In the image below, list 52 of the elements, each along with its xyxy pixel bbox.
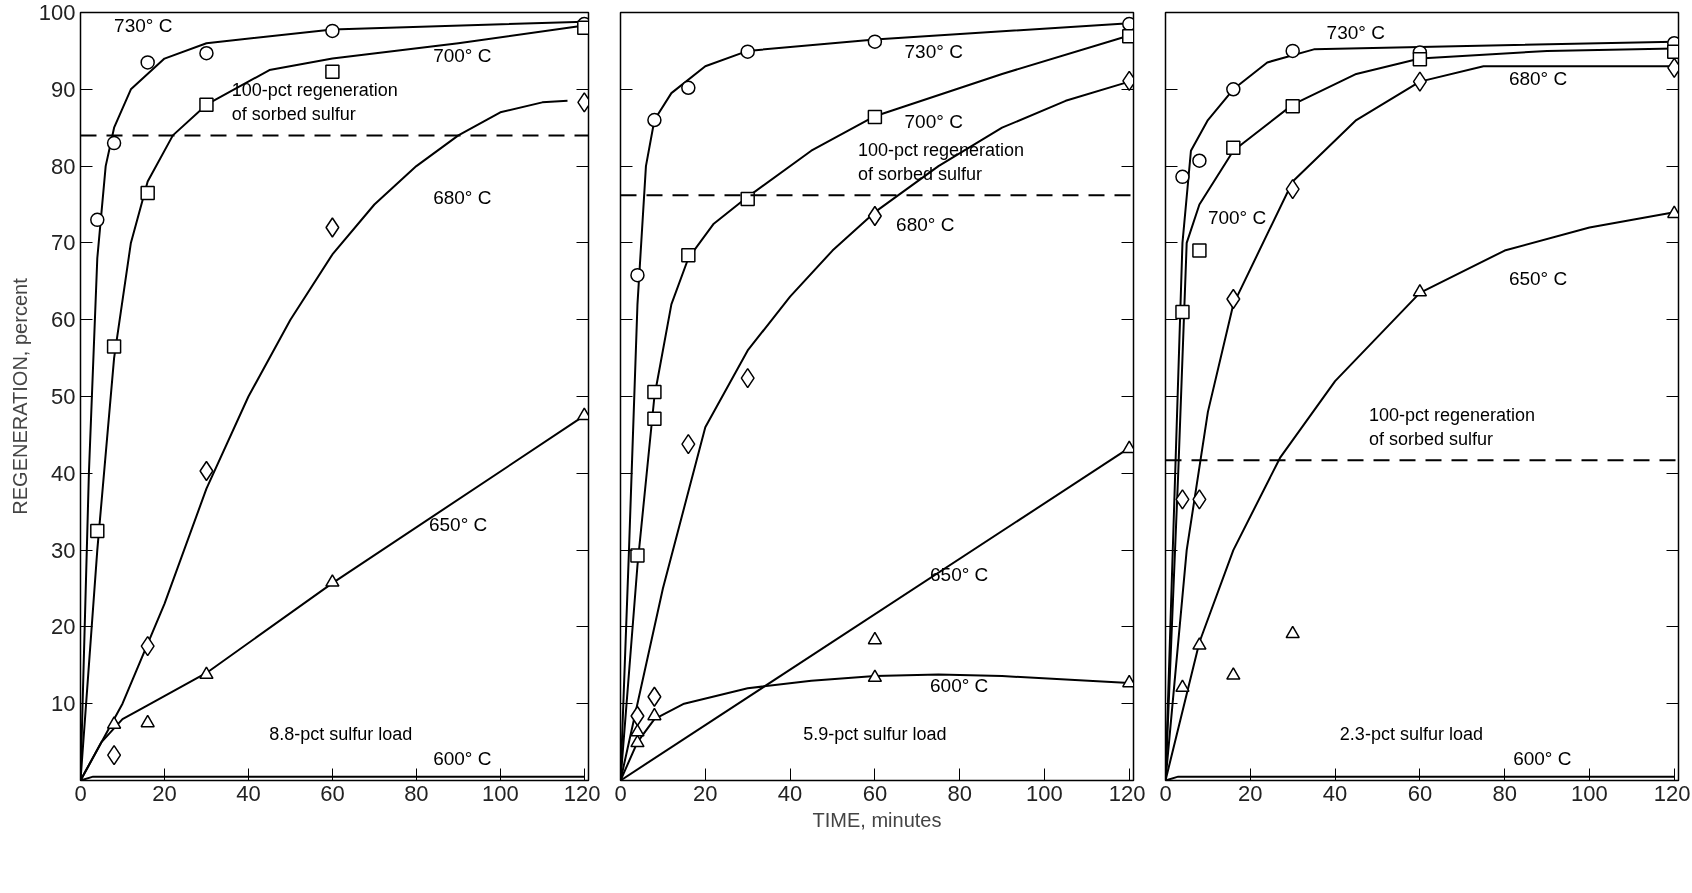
legend-label: 730° C — [114, 14, 173, 36]
series-label: 680° C — [433, 187, 492, 209]
x-tick-label: 80 — [404, 780, 429, 806]
x-tick-label: 100 — [1026, 780, 1063, 806]
series-label: 600° C — [1513, 747, 1572, 769]
y-tick-label: 40 — [51, 460, 76, 486]
series-label: 600° C — [433, 747, 492, 769]
x-tick-label: 40 — [1322, 780, 1348, 806]
y-tick-label: 60 — [51, 307, 76, 333]
y-tick-label: 10 — [51, 691, 76, 717]
x-tick-label: 100 — [481, 780, 519, 806]
x-tick-label: 0 — [1159, 780, 1172, 806]
series-label: 730° C — [1326, 22, 1385, 44]
y-tick-label: 30 — [51, 537, 76, 563]
y-tick-label: 80 — [51, 153, 76, 179]
x-tick-label: 120 — [1108, 780, 1146, 806]
y-tick-label: 70 — [51, 230, 76, 256]
x-tick-label: 40 — [236, 780, 261, 806]
x-tick-label: 0 — [614, 780, 627, 806]
y-axis-title: REGENERATION, percent — [8, 277, 31, 515]
y-tick-label: 50 — [51, 384, 76, 409]
x-tick-label: 120 — [1653, 780, 1691, 806]
x-tick-label: 40 — [777, 780, 803, 806]
x-tick-label: 20 — [1238, 780, 1263, 806]
x-tick-label: 60 — [320, 780, 345, 806]
y-tick-label: 90 — [51, 76, 76, 102]
series-label: 600° C — [930, 675, 989, 697]
x-tick-label: 60 — [862, 780, 888, 806]
x-axis-title: TIME, minutes — [812, 808, 942, 831]
series-label: 680° C — [1508, 68, 1568, 90]
x-tick-label: 60 — [1407, 780, 1433, 806]
ref-line-label: 100-pct regeneration of sorbed sulfur — [1369, 405, 1536, 450]
series-label: 650° C — [1508, 267, 1568, 289]
annotation: 8.8-pct sulfur load — [269, 724, 413, 745]
series-label: 700° C — [433, 45, 492, 67]
y-tick-label: 20 — [51, 614, 76, 640]
series-label: 730° C — [904, 41, 963, 63]
x-tick-label: 20 — [693, 780, 718, 806]
annotation: 5.9-pct sulfur load — [803, 724, 947, 745]
x-tick-label: 20 — [152, 780, 177, 806]
x-tick-label: 80 — [947, 780, 972, 806]
ref-line-label: 100-pct regeneration of sorbed sulfur — [231, 80, 398, 125]
annotation: 2.3-pct sulfur load — [1339, 724, 1483, 745]
series-label: 650° C — [428, 513, 488, 535]
y-tick-label: 100 — [38, 0, 76, 25]
series-label: 680° C — [896, 214, 955, 236]
x-tick-label: 0 — [74, 780, 87, 806]
series-label: 700° C — [904, 110, 963, 132]
x-tick-label: 100 — [1571, 780, 1608, 806]
x-tick-label: 80 — [1492, 780, 1517, 806]
x-tick-label: 120 — [563, 780, 601, 806]
series-label: 700° C — [1207, 206, 1267, 228]
